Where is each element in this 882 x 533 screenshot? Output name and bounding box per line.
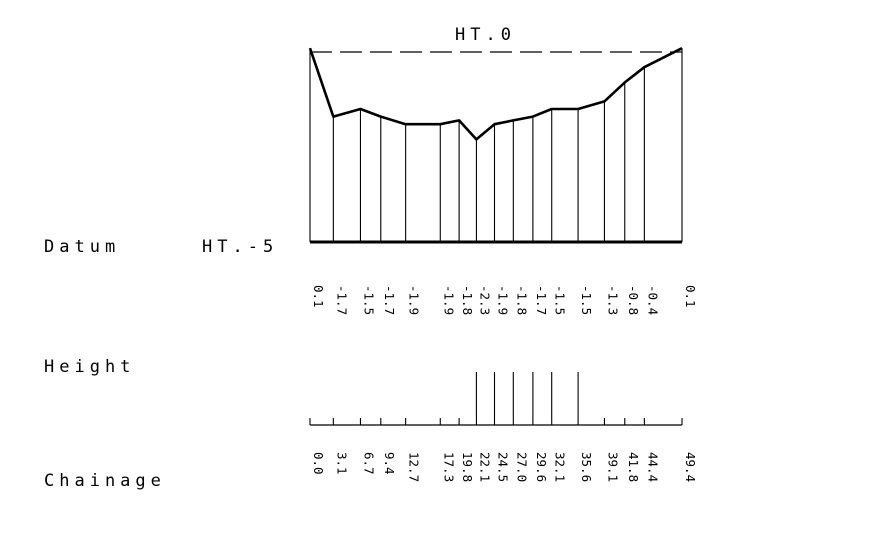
height-value-label: 0.1 — [683, 285, 698, 308]
chainage-value-label: 44.4 — [645, 452, 660, 482]
height-value-label: -1.7 — [382, 285, 397, 315]
height-value-label: -1.5 — [362, 285, 377, 315]
chainage-value-label: 27.0 — [514, 452, 529, 482]
chainage-value-labels: 0.0 3.1 6.7 9.4 12.7 17.3 19.8 22.1 24.5 27.0 29.6… — [311, 452, 698, 482]
height-value-label: -1.5 — [553, 285, 568, 315]
ht-top-label: HT.0 — [455, 25, 516, 45]
height-value-label: -1.9 — [407, 285, 422, 315]
label-leader-lines — [475, 372, 579, 419]
chainage-value-label: 9.4 — [382, 452, 397, 475]
ground-profile-line — [308, 47, 683, 141]
chainage-value-label: 3.1 — [334, 452, 349, 475]
height-value-label: -1.8 — [460, 285, 475, 315]
chainage-value-label: 29.6 — [534, 452, 549, 482]
height-value-label: -1.9 — [496, 285, 511, 315]
height-value-label: -1.8 — [514, 285, 529, 315]
chainage-value-label: 22.1 — [477, 452, 492, 482]
chainage-tick-marks — [309, 418, 683, 425]
datum-label: Datum — [44, 237, 120, 257]
chainage-row-label: Chainage — [44, 471, 166, 491]
height-value-label: -1.9 — [441, 285, 456, 315]
chainage-value-label: 12.7 — [407, 452, 422, 482]
height-value-label: -0.8 — [626, 285, 641, 315]
height-value-label: 0.1 — [311, 285, 326, 308]
chainage-value-label: 19.8 — [460, 452, 475, 482]
height-value-label: -1.3 — [605, 285, 620, 315]
height-value-labels: 0.1 -1.7 -1.5 -1.7 -1.9 -1.9 -1.8 -2.3 -1.9 -1.8-… — [311, 285, 698, 315]
chainage-value-label: 24.5 — [496, 452, 511, 482]
height-row-label: Height — [44, 357, 135, 377]
chainage-value-label: 32.1 — [553, 452, 568, 482]
chainage-value-label: 35.6 — [579, 452, 594, 482]
chainage-value-label: 39.1 — [605, 452, 620, 482]
height-value-label: -1.5 — [579, 285, 594, 315]
chainage-value-label: 17.3 — [441, 452, 456, 482]
ordinate-lines — [309, 48, 683, 242]
chainage-value-label: 0.0 — [311, 452, 326, 475]
height-value-label: -1.7 — [534, 285, 549, 315]
height-value-label: -2.3 — [477, 285, 492, 315]
chainage-value-label: 41.8 — [626, 452, 641, 482]
datum-height-label: HT.-5 — [202, 237, 278, 257]
height-value-label: -0.4 — [645, 285, 660, 315]
chainage-value-label: 6.7 — [362, 452, 377, 475]
chainage-value-label: 49.4 — [683, 452, 698, 482]
height-value-label: -1.7 — [334, 285, 349, 315]
